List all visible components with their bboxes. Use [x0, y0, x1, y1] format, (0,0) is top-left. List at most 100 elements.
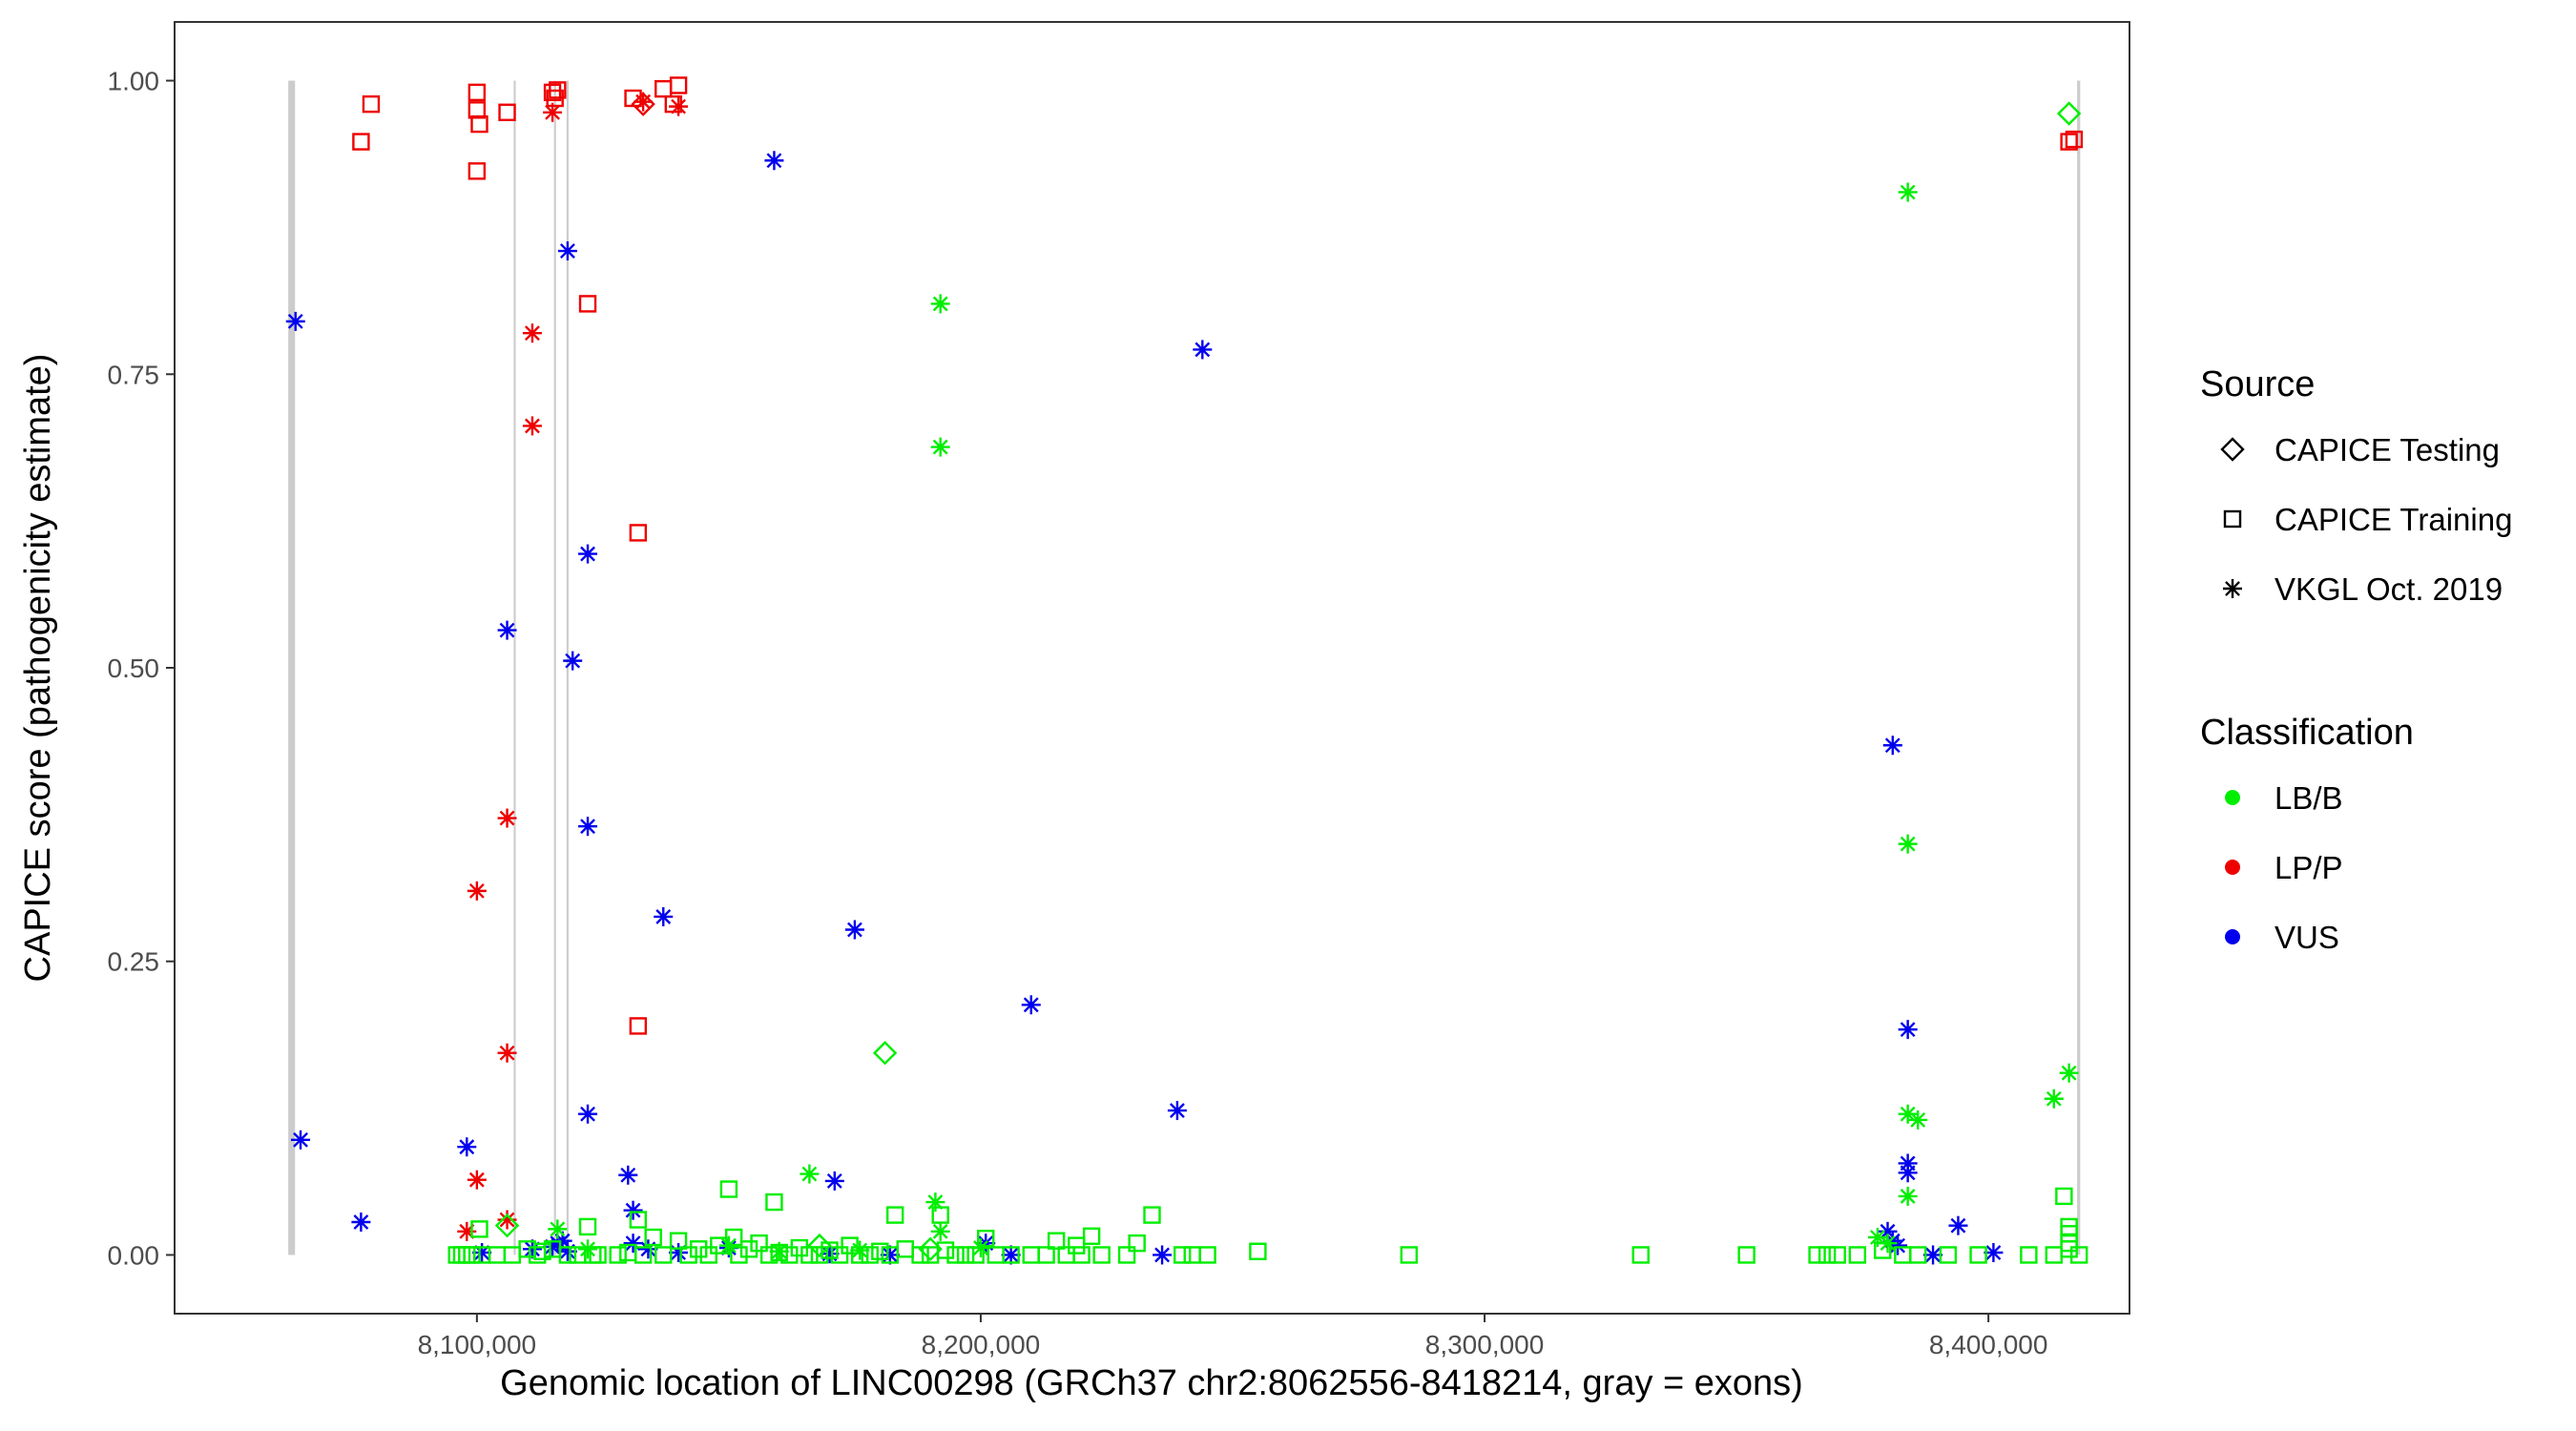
data-point — [558, 1246, 577, 1264]
exon-band — [513, 80, 516, 1255]
data-point — [1143, 1206, 1161, 1224]
data-point — [1898, 1020, 1918, 1040]
data-point — [861, 1246, 879, 1264]
data-point — [850, 1240, 870, 1260]
legend-diamond-icon — [2220, 437, 2245, 462]
x-tick-label: 8,300,000 — [1425, 1330, 1545, 1359]
legend-asterisk-icon — [2223, 579, 2242, 598]
data-point — [966, 1246, 985, 1264]
data-point — [467, 83, 487, 102]
data-point — [1198, 1246, 1216, 1264]
data-point — [679, 1246, 697, 1264]
data-point — [494, 1213, 520, 1238]
data-point — [467, 162, 487, 180]
legend-class-label: LB/B — [2275, 780, 2343, 816]
data-point — [497, 620, 517, 640]
legend-classification-title: Classification — [2200, 713, 2414, 753]
data-point — [629, 524, 648, 542]
data-point — [497, 1043, 517, 1063]
y-tick-label: 1.00 — [108, 67, 160, 96]
legend-classification: Classification LB/B LP/P VUS — [2200, 713, 2414, 955]
data-point — [2059, 1063, 2079, 1083]
data-point — [631, 92, 655, 116]
data-point — [1737, 1246, 1755, 1264]
data-point — [930, 1221, 950, 1241]
data-point — [1128, 1234, 1146, 1253]
data-point — [352, 133, 370, 151]
y-tick-label: 0.00 — [108, 1240, 160, 1270]
data-point — [362, 94, 381, 114]
data-point — [2056, 101, 2082, 126]
data-point — [543, 83, 562, 102]
exon-band — [2077, 80, 2081, 1255]
data-point — [800, 1246, 819, 1264]
data-point — [644, 1228, 662, 1247]
data-point — [2065, 130, 2084, 149]
data-point — [609, 1246, 627, 1264]
legend-class-label: LP/P — [2275, 850, 2343, 885]
data-point — [1808, 1246, 1826, 1264]
x-axis: 8,100,000 8,200,000 8,300,000 8,400,000 — [418, 1314, 2048, 1359]
exon-bands — [288, 80, 2081, 1255]
data-point — [719, 1180, 738, 1198]
data-point — [623, 1200, 643, 1220]
data-point — [497, 1210, 517, 1230]
data-point — [871, 1242, 889, 1260]
data-point — [1969, 1246, 1987, 1264]
data-point — [470, 114, 488, 134]
data-point — [936, 1241, 955, 1259]
data-point — [578, 817, 598, 837]
data-point — [821, 1241, 839, 1259]
legend-dot-icon — [2225, 860, 2240, 875]
data-point — [463, 1246, 481, 1264]
data-point — [1072, 1246, 1091, 1264]
y-axis-title: CAPICE score (pathogenicity estimate) — [18, 354, 58, 983]
x-tick-label: 8,400,000 — [1929, 1330, 2048, 1359]
data-point — [618, 1165, 638, 1185]
data-point — [730, 1246, 748, 1264]
data-point — [1193, 340, 1213, 360]
data-point — [1400, 1246, 1419, 1264]
data-point — [1068, 1236, 1086, 1255]
data-point — [629, 1017, 648, 1035]
data-point — [956, 1246, 975, 1264]
legend-source: Source CAPICE Testing CAPICE Training VKGL… — [2200, 364, 2512, 607]
legend-source-label: VKGL Oct. 2019 — [2275, 571, 2503, 607]
data-point — [578, 295, 597, 313]
x-tick-label: 8,100,000 — [418, 1330, 537, 1359]
data-point — [770, 1243, 788, 1262]
data-point — [690, 1240, 708, 1258]
data-point — [1818, 1246, 1837, 1264]
exon-band — [553, 80, 556, 1255]
data-point — [634, 92, 654, 112]
data-point — [885, 1206, 904, 1224]
data-point — [724, 1228, 743, 1247]
data-point — [578, 1104, 598, 1124]
data-point — [739, 1240, 758, 1258]
y-axis: 0.00 0.25 0.50 0.75 1.00 — [108, 67, 175, 1270]
exon-band — [288, 80, 296, 1255]
data-point — [285, 311, 305, 331]
y-tick-label: 0.25 — [108, 947, 160, 977]
data-point — [669, 76, 688, 94]
legend-source-title: Source — [2200, 364, 2315, 404]
data-point — [543, 102, 563, 122]
data-point — [911, 1246, 929, 1264]
x-tick-label: 8,200,000 — [922, 1330, 1041, 1359]
data-point — [1828, 1246, 1846, 1264]
data-point — [1898, 182, 1918, 202]
legend-dot-icon — [2225, 929, 2240, 944]
data-point — [2020, 1246, 2038, 1264]
data-point — [467, 881, 487, 901]
y-tick-label: 0.75 — [108, 360, 160, 389]
data-point — [2044, 1089, 2064, 1109]
data-point — [841, 1236, 859, 1255]
data-point — [930, 437, 950, 457]
data-point — [800, 1164, 820, 1184]
data-point — [1021, 995, 1041, 1015]
data-point — [2055, 1187, 2073, 1206]
legend-source-label: CAPICE Training — [2275, 502, 2512, 537]
data-point — [1631, 1246, 1650, 1264]
